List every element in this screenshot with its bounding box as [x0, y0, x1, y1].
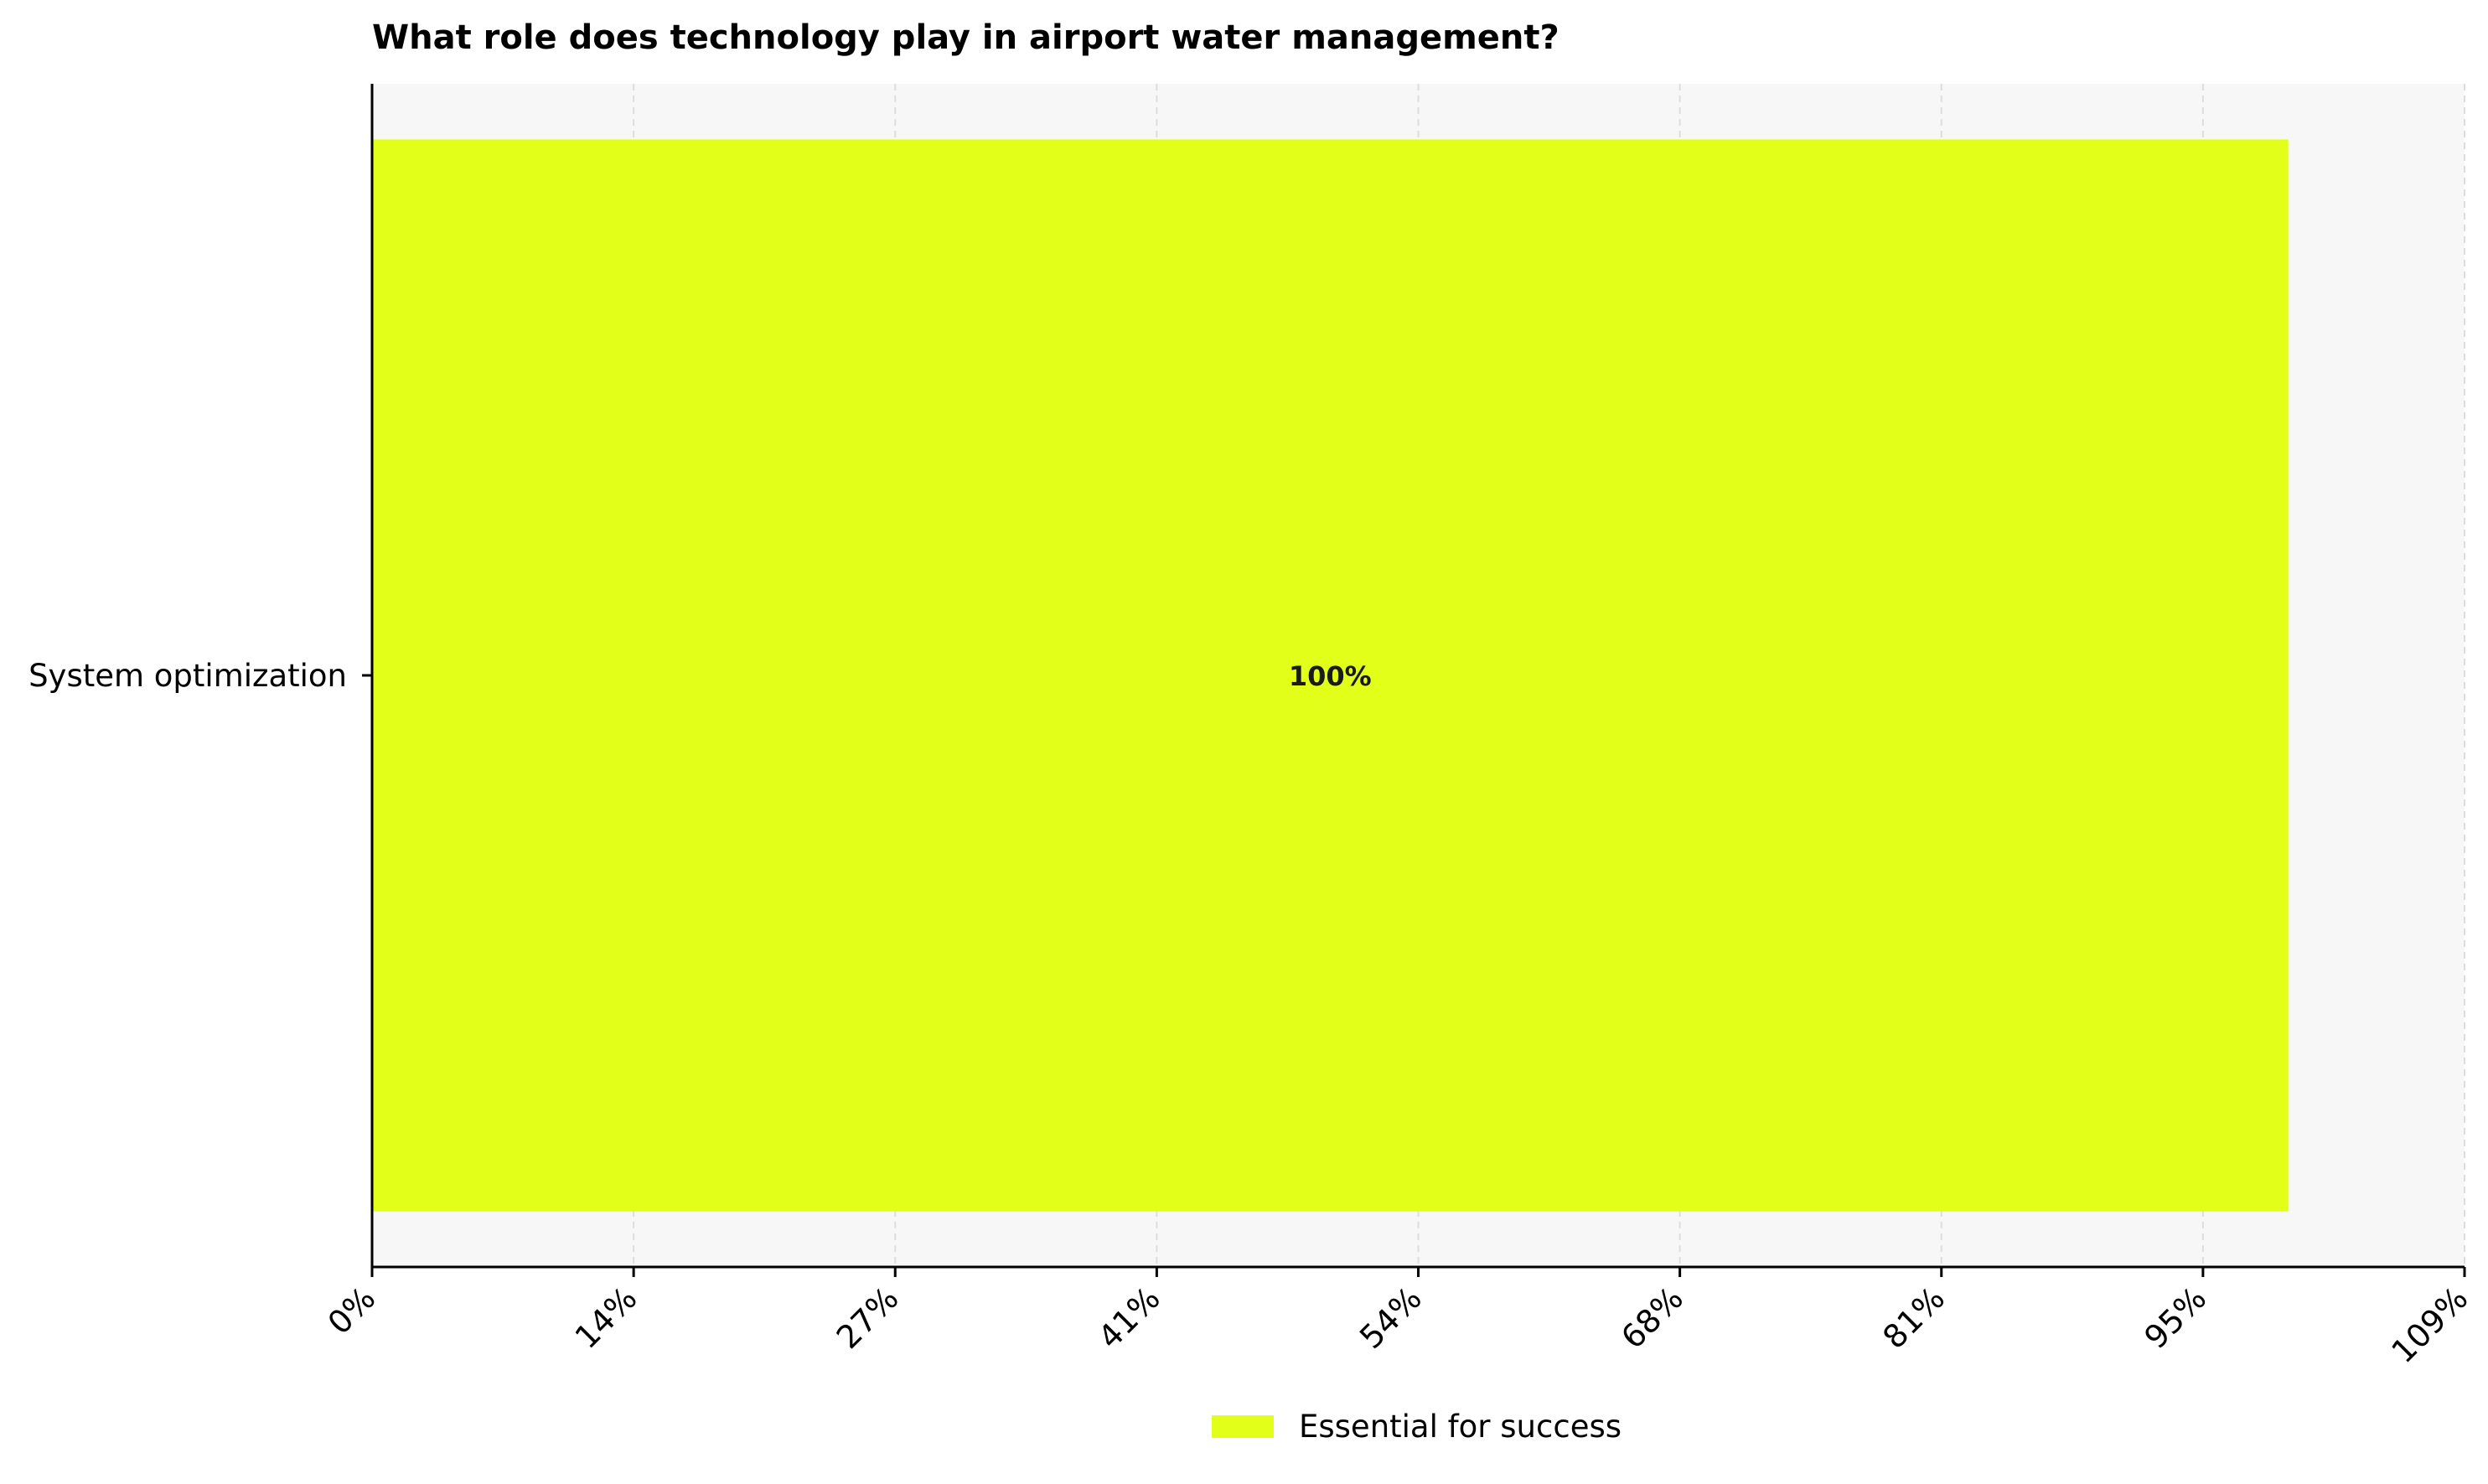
- bar-value-label-0: 100%: [1289, 660, 1372, 692]
- y-tick-label-0: System optimization: [28, 658, 347, 694]
- bars: 100%: [372, 139, 2289, 1212]
- legend-label: Essential for success: [1299, 1409, 1622, 1445]
- chart-title: What role does technology play in airpor…: [372, 18, 1560, 57]
- legend-swatch: [1212, 1415, 1274, 1438]
- bar-0: [372, 139, 2289, 1212]
- legend: Essential for success: [1212, 1409, 1622, 1445]
- y-axis-ticks: System optimization: [28, 658, 372, 694]
